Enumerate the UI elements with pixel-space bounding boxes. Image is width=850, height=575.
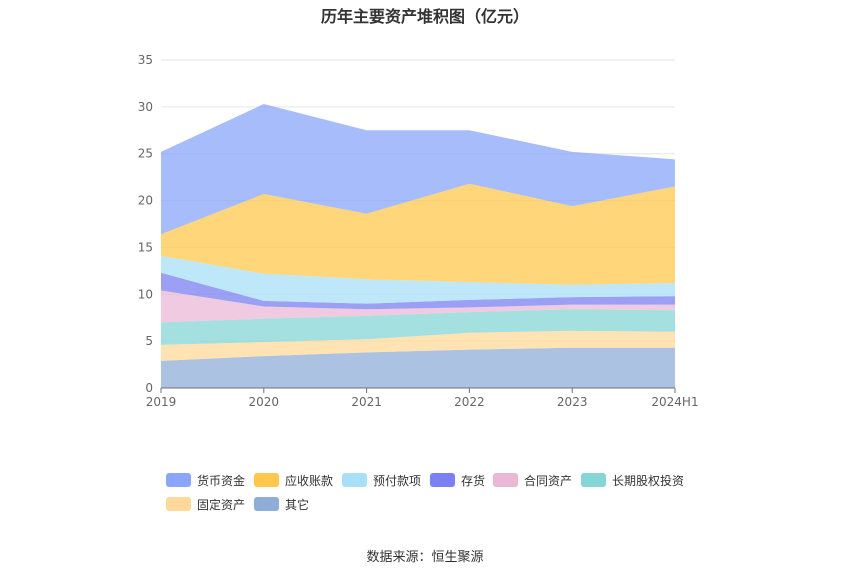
legend-label: 合同资产 (524, 473, 573, 488)
legend-item[interactable]: 合同资产 (493, 472, 572, 488)
legend-swatch (581, 473, 606, 487)
series-area-4[interactable] (161, 272, 675, 310)
x-tick-label: 2022 (454, 395, 485, 409)
legend-item[interactable]: 其它 (254, 496, 309, 512)
legend-label: 应收账款 (285, 473, 334, 488)
chart-title: 历年主要资产堆积图（亿元） (320, 7, 529, 26)
y-tick-label: 35 (138, 53, 153, 67)
legend-swatch (342, 473, 367, 487)
legend-item[interactable]: 存货 (430, 472, 485, 488)
legend-swatch (166, 497, 191, 511)
axes: 0 5 10 15 20 25 30 35 2019 2020 2021 2022 2023 2024H1 (138, 53, 699, 409)
legend-label: 预付款项 (373, 473, 422, 488)
y-tick-label: 20 (138, 194, 153, 208)
legend-label: 存货 (461, 473, 486, 488)
legend-swatch (254, 473, 279, 487)
legend-item[interactable]: 固定资产 (166, 496, 245, 512)
series-area-2[interactable] (161, 309, 675, 345)
data-source: 数据来源：恒生聚源 (366, 550, 484, 565)
y-tick-label: 25 (138, 147, 153, 161)
y-tick-label: 15 (138, 240, 153, 254)
legend-label: 长期股权投资 (612, 473, 685, 488)
series-area-1[interactable] (161, 330, 675, 361)
y-tick-label: 5 (145, 334, 153, 348)
y-tick-label: 0 (145, 381, 153, 395)
series-area-0[interactable] (161, 347, 675, 388)
x-tick-label: 2024H1 (651, 395, 698, 409)
x-tick-label: 2023 (557, 395, 588, 409)
legend-item[interactable]: 应收账款 (254, 472, 333, 488)
legend-label: 固定资产 (197, 497, 246, 512)
series-area-5[interactable] (161, 255, 675, 304)
x-tick-label: 2019 (146, 395, 177, 409)
x-tick-label: 2020 (249, 395, 280, 409)
legend-swatch (430, 473, 455, 487)
legend-swatch (254, 497, 279, 511)
legend-swatch (166, 473, 191, 487)
y-tick-label: 30 (138, 100, 153, 114)
y-tick-label: 10 (138, 287, 153, 301)
legend-swatch (493, 473, 518, 487)
legend-item[interactable]: 长期股权投资 (581, 472, 684, 488)
series-area-3[interactable] (161, 290, 675, 323)
x-tick-label: 2021 (351, 395, 382, 409)
legend-label: 货币资金 (197, 473, 246, 488)
legend-label: 其它 (285, 497, 310, 512)
series-area-6[interactable] (161, 183, 675, 285)
series-area-7[interactable] (161, 104, 675, 235)
legend-item[interactable]: 预付款项 (342, 472, 421, 488)
legend-item[interactable]: 货币资金 (166, 472, 245, 488)
series-areas (161, 104, 675, 388)
